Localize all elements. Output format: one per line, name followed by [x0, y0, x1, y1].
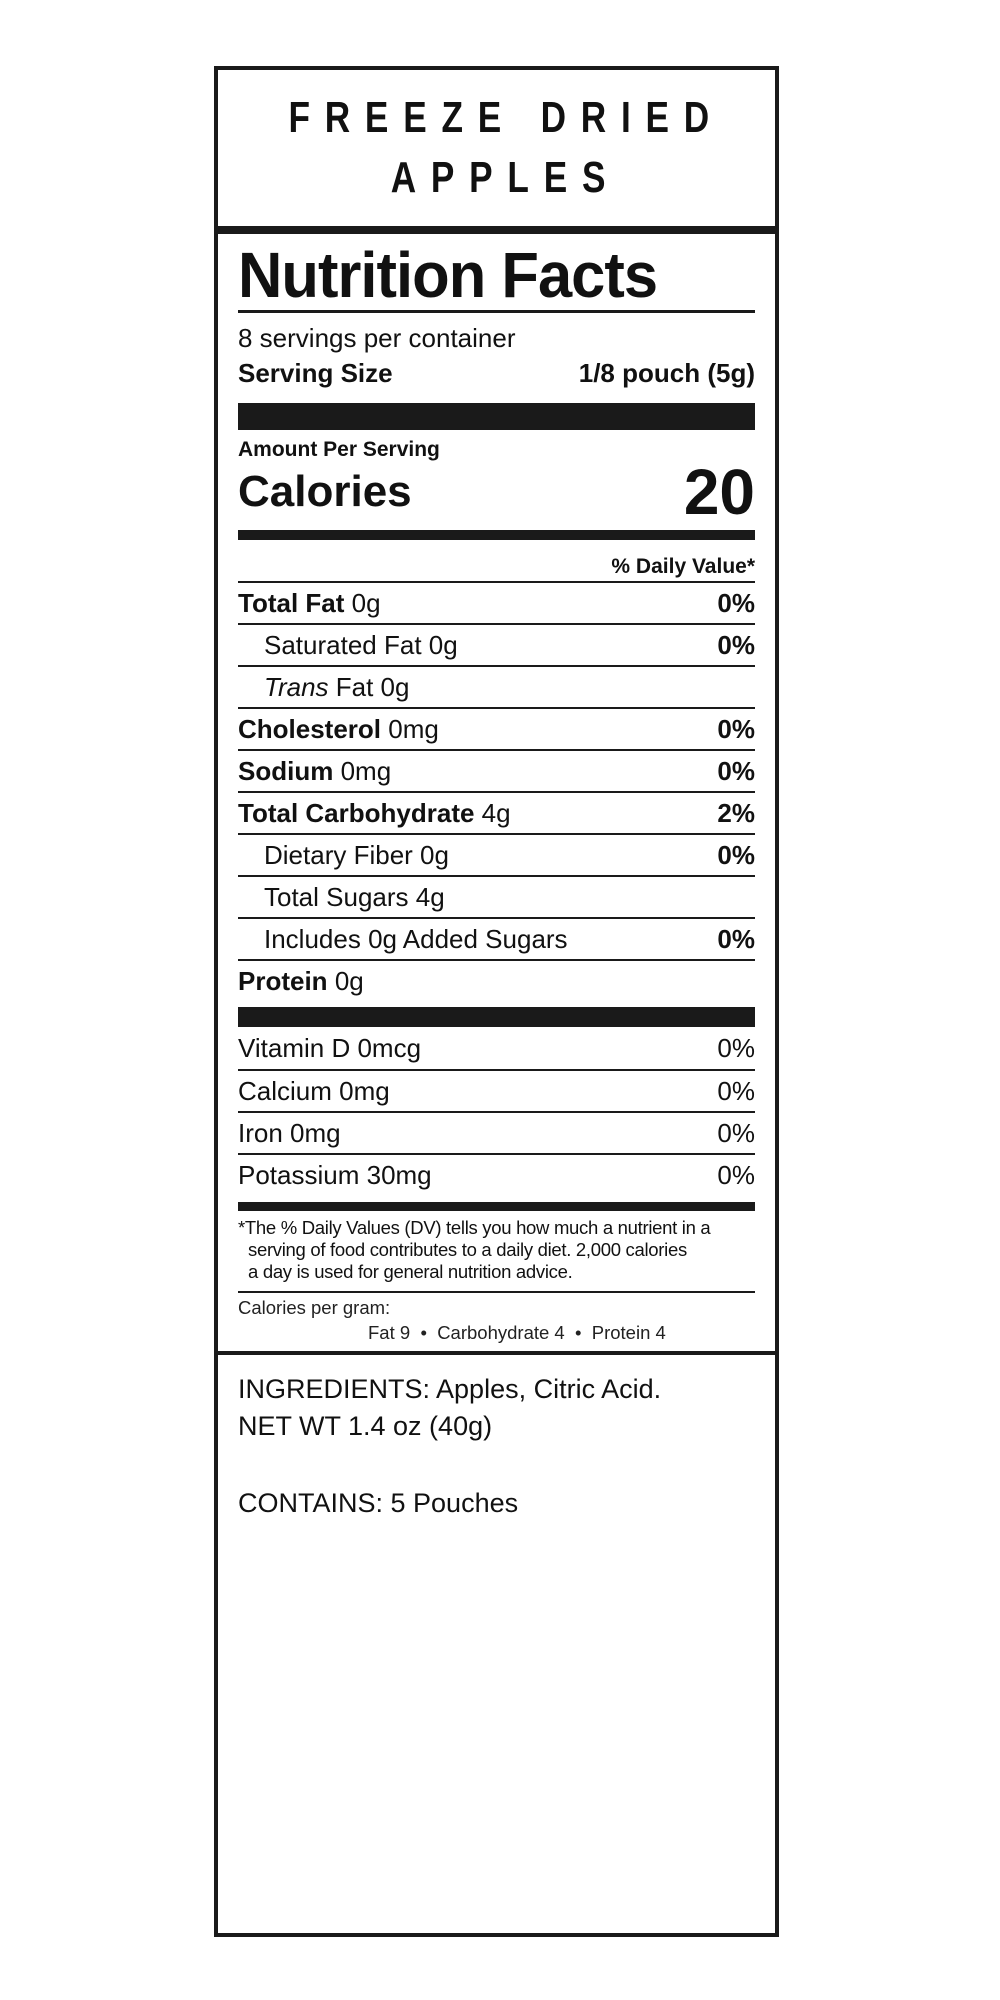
nutrient-name: Includes 0g Added Sugars	[264, 923, 568, 954]
nutrient-name: Protein	[238, 965, 328, 996]
nutrient-dv: 0%	[717, 755, 755, 786]
servings-text: 8 servings per container	[238, 322, 516, 353]
nutrient-name: Total Carbohydrate	[238, 797, 475, 828]
calories-row: Calories 20	[238, 456, 755, 528]
nutrient-row-total-fat: Total Fat 0g 0%	[238, 581, 755, 623]
product-title-line1: FREEZE DRIED	[287, 93, 724, 142]
serving-size: Serving Size 1/8 pouch (5g)	[238, 355, 755, 391]
product-title-line2: APPLES	[390, 153, 621, 202]
vitamin-dv: 0%	[717, 1075, 755, 1106]
nutrient-dv: 2%	[717, 797, 755, 828]
medium-divider	[238, 1202, 755, 1211]
nutrient-amount: 4g	[481, 797, 511, 828]
vitamin-name: Vitamin D 0mcg	[238, 1032, 422, 1063]
vitamin-dv: 0%	[717, 1117, 755, 1148]
nutrient-row-trans-fat: Trans Fat 0g	[238, 665, 755, 707]
nutrition-facts-heading: Nutrition Facts	[238, 239, 658, 311]
net-weight: NET WT 1.4 oz (40g)	[238, 1411, 493, 1441]
nutrient-dv: 0%	[717, 713, 755, 744]
nutrition-label: FREEZE DRIED APPLES Nutrition Facts 8 se…	[214, 66, 779, 1937]
divider	[238, 1291, 755, 1293]
nutrient-row-protein: Protein 0g	[238, 959, 755, 1001]
nutrient-row-added-sugars: Includes 0g Added Sugars 0%	[238, 917, 755, 959]
ingredients-text: INGREDIENTS: Apples, Citric Acid.	[238, 1374, 662, 1404]
calories-value: 20	[683, 456, 755, 528]
vitamin-row-calcium: Calcium 0mg 0%	[238, 1069, 755, 1111]
nutrient-dv: 0%	[717, 839, 755, 870]
vitamin-row-iron: Iron 0mg 0%	[238, 1111, 755, 1153]
nutrient-dv: 0%	[717, 629, 755, 660]
nutrient-name: Saturated Fat 0g	[264, 629, 458, 660]
nutrient-row-sodium: Sodium 0mg 0%	[238, 749, 755, 791]
serving-size-value: 1/8 pouch (5g)	[578, 357, 755, 388]
calories-per-gram-label: Calories per gram:	[238, 1297, 391, 1318]
nutrient-amount: 0g	[334, 965, 364, 996]
nutrient-row-cholesterol: Cholesterol 0mg 0%	[238, 707, 755, 749]
vitamin-row-potassium: Potassium 30mg 0%	[238, 1153, 755, 1195]
calories-per-gram-values: Fat 9 • Carbohydrate 4 • Protein 4	[368, 1322, 666, 1343]
contains-text: CONTAINS: 5 Pouches	[238, 1488, 519, 1518]
nutrient-row-saturated-fat: Saturated Fat 0g 0%	[238, 623, 755, 665]
vitamin-name: Potassium 30mg	[238, 1159, 432, 1190]
vitamin-name: Calcium 0mg	[238, 1075, 390, 1106]
nutrient-amount: 0mg	[340, 755, 392, 786]
nutrient-name: Total Fat	[238, 587, 345, 618]
nutrient-name: Total Sugars 4g	[264, 881, 445, 912]
daily-value-header-text: % Daily Value*	[611, 555, 755, 578]
thick-divider	[238, 403, 755, 430]
ingredients-section: INGREDIENTS: Apples, Citric Acid. NET WT…	[218, 1355, 775, 1522]
footnote-line: serving of food contributes to a daily d…	[248, 1239, 687, 1260]
nutrient-name: Dietary Fiber 0g	[264, 839, 449, 870]
amount-per-serving: Amount Per Serving	[238, 438, 440, 461]
nutrient-row-total-carbohydrate: Total Carbohydrate 4g 2%	[238, 791, 755, 833]
nutrient-name: Sodium	[238, 755, 334, 786]
servings-per-container: 8 servings per container	[238, 321, 755, 355]
daily-value-footnote: *The % Daily Values (DV) tells you how m…	[238, 1211, 755, 1291]
product-title: FREEZE DRIED APPLES	[218, 70, 775, 234]
footnote-line: *The % Daily Values (DV) tells you how m…	[238, 1217, 711, 1238]
footnote-line: a day is used for general nutrition advi…	[248, 1261, 573, 1282]
daily-value-header: % Daily Value*	[238, 540, 755, 581]
vitamin-dv: 0%	[717, 1159, 755, 1190]
vitamin-dv: 0%	[717, 1032, 755, 1063]
section-divider	[218, 1351, 775, 1355]
calories-label: Calories	[238, 467, 412, 516]
vitamin-name: Iron 0mg	[238, 1117, 341, 1148]
nutrition-facts-panel: Nutrition Facts 8 servings per container…	[218, 234, 775, 1355]
divider	[238, 310, 755, 313]
medium-divider	[238, 530, 755, 540]
nutrient-name: Fat 0g	[335, 671, 410, 702]
thick-divider	[238, 1007, 755, 1027]
nutrient-dv: 0%	[717, 587, 755, 618]
vitamin-row-vitamin-d: Vitamin D 0mcg 0%	[238, 1027, 755, 1069]
nutrient-amount: 0mg	[388, 713, 439, 744]
calories-per-gram: Calories per gram: Fat 9 • Carbohydrate …	[238, 1293, 755, 1351]
nutrient-name: Cholesterol	[238, 713, 382, 744]
nutrient-name-italic: Trans	[264, 671, 329, 702]
serving-size-label: Serving Size	[238, 357, 393, 388]
nutrient-row-total-sugars: Total Sugars 4g	[238, 875, 755, 917]
nutrient-dv: 0%	[717, 923, 755, 954]
nutrient-amount: 0g	[351, 587, 381, 618]
nutrient-row-dietary-fiber: Dietary Fiber 0g 0%	[238, 833, 755, 875]
